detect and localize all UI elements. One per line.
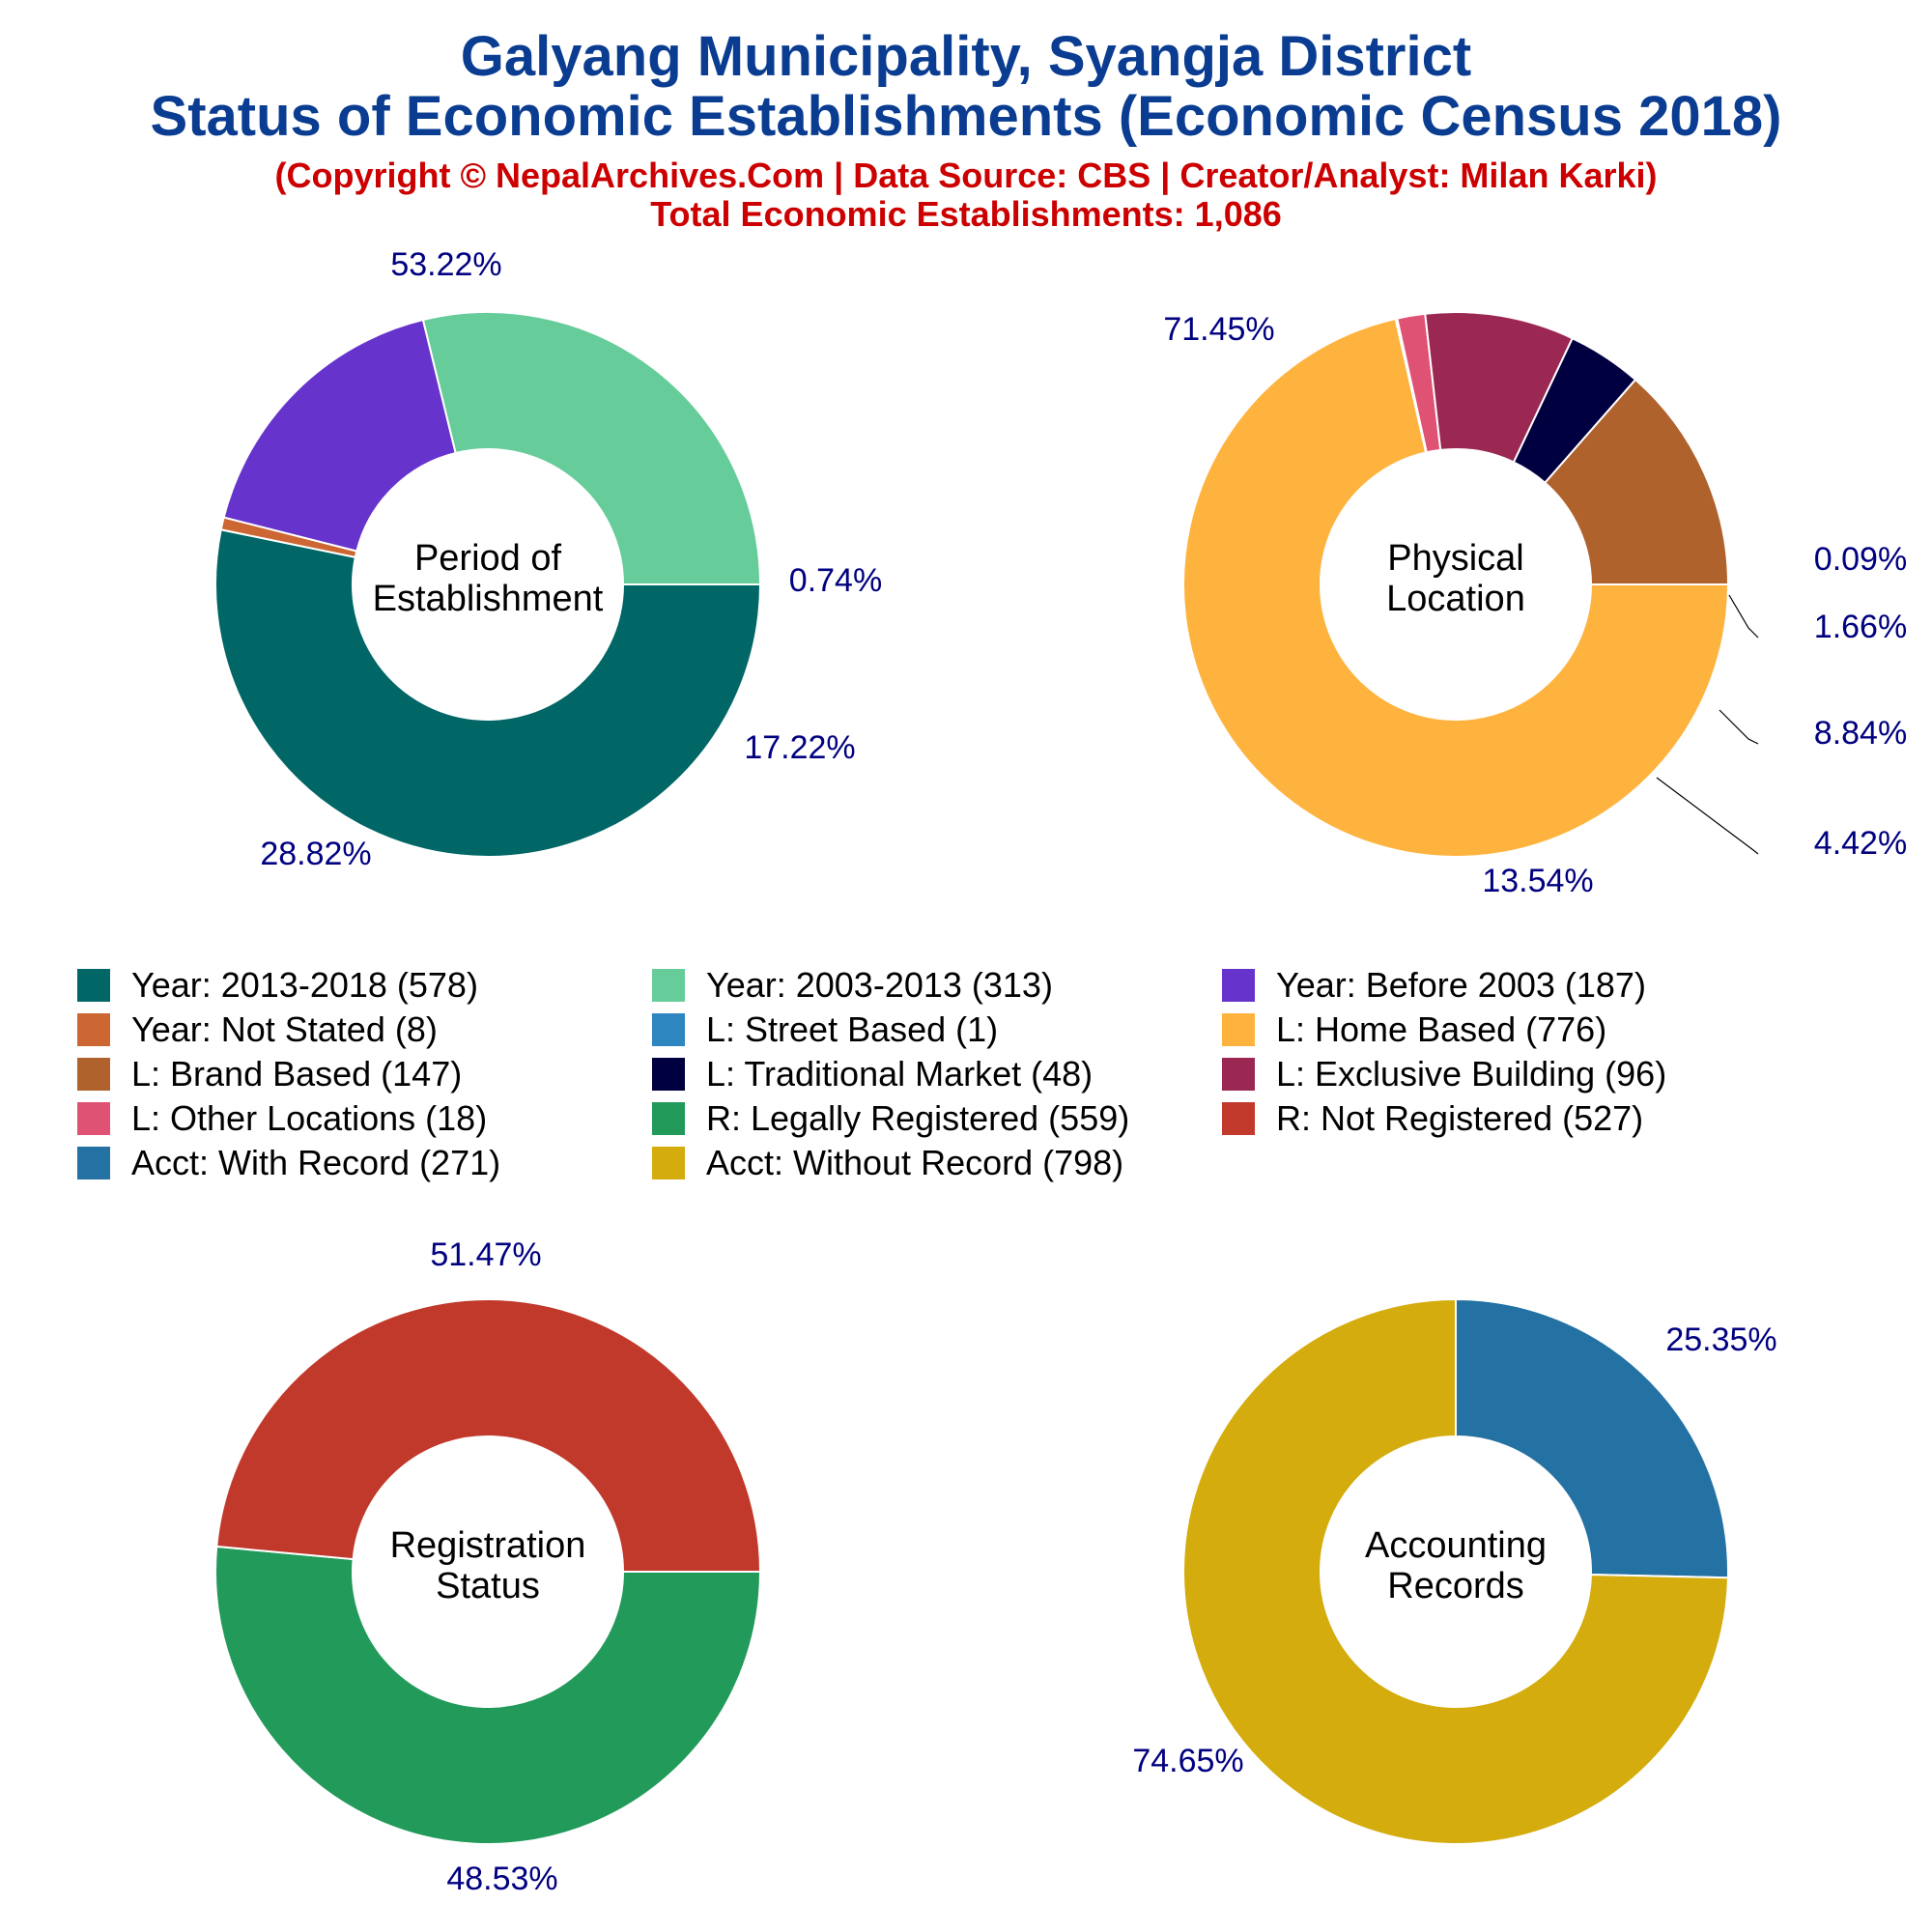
legend-item: R: Legally Registered (559) bbox=[652, 1097, 1129, 1140]
copyright-note: (Copyright © NepalArchives.Com | Data So… bbox=[274, 156, 1658, 195]
center-label-period-of-establishment: Period of bbox=[414, 538, 562, 579]
legend-label: Acct: Without Record (798) bbox=[706, 1143, 1124, 1182]
leader-line bbox=[1728, 594, 1759, 639]
legend-item: Year: 2003-2013 (313) bbox=[652, 964, 1053, 1007]
legend-item: Acct: Without Record (798) bbox=[652, 1142, 1123, 1184]
legend-label: L: Brand Based (147) bbox=[131, 1054, 463, 1094]
legend-item: Year: Not Stated (8) bbox=[77, 1009, 438, 1051]
percent-label-year-2013-2018: 53.22% bbox=[390, 246, 501, 283]
legend-label: Year: 2013-2018 (578) bbox=[131, 965, 478, 1005]
center-label-physical-location: Physical bbox=[1387, 538, 1524, 579]
legend-swatch bbox=[1222, 969, 1255, 1002]
percent-label-year-before-2003: 17.22% bbox=[744, 729, 855, 766]
legend-label: R: Not Registered (527) bbox=[1276, 1098, 1644, 1138]
legend-label: Acct: With Record (271) bbox=[131, 1143, 501, 1182]
legend-swatch bbox=[77, 969, 110, 1002]
legend-swatch bbox=[1222, 1013, 1255, 1046]
percent-label-l-other-locations: 1.66% bbox=[1814, 609, 1907, 645]
chart-subtitle: Status of Economic Establishments (Econo… bbox=[150, 85, 1782, 148]
legend-swatch bbox=[652, 1013, 685, 1046]
center-label-period-of-establishment: Establishment bbox=[373, 579, 604, 619]
slice-l-home-based bbox=[1182, 317, 1730, 858]
legend-label: L: Traditional Market (48) bbox=[706, 1054, 1094, 1094]
legend-label: R: Legally Registered (559) bbox=[706, 1098, 1130, 1138]
legend-item: L: Street Based (1) bbox=[652, 1009, 998, 1051]
legend-swatch bbox=[77, 1147, 110, 1179]
slice-l-brand-based bbox=[1543, 378, 1730, 585]
legend-label: L: Home Based (776) bbox=[1276, 1009, 1607, 1049]
slice-year-2013-2018 bbox=[214, 528, 762, 858]
legend-label: L: Exclusive Building (96) bbox=[1276, 1054, 1667, 1094]
legend-item: Year: 2013-2018 (578) bbox=[77, 964, 478, 1007]
legend-item: L: Exclusive Building (96) bbox=[1222, 1053, 1666, 1095]
slice-year-2003-2013 bbox=[421, 311, 762, 585]
legend-item: L: Traditional Market (48) bbox=[652, 1053, 1093, 1095]
legend-swatch bbox=[77, 1013, 110, 1046]
legend-label: L: Other Locations (18) bbox=[131, 1098, 488, 1138]
legend-item: L: Other Locations (18) bbox=[77, 1097, 487, 1140]
percent-label-r-legally-registered: 51.47% bbox=[430, 1236, 541, 1273]
legend-label: Year: Not Stated (8) bbox=[131, 1009, 438, 1049]
chart-title: Galyang Municipality, Syangja District bbox=[460, 25, 1472, 88]
legend-swatch bbox=[1222, 1102, 1255, 1135]
legend-swatch bbox=[652, 969, 685, 1002]
legend-swatch bbox=[1222, 1058, 1255, 1091]
legend-item: Acct: With Record (271) bbox=[77, 1142, 500, 1184]
percent-label-l-exclusive-building: 8.84% bbox=[1814, 715, 1907, 752]
legend-label: Year: Before 2003 (187) bbox=[1276, 965, 1646, 1005]
legend-swatch bbox=[652, 1102, 685, 1135]
legend-item: L: Home Based (776) bbox=[1222, 1009, 1606, 1051]
center-label-accounting-records: Records bbox=[1387, 1566, 1524, 1606]
percent-label-r-not-registered: 48.53% bbox=[446, 1861, 557, 1897]
percent-label-acct-with-record: 25.35% bbox=[1665, 1321, 1776, 1358]
legend-swatch bbox=[77, 1102, 110, 1135]
legend-label: Year: 2003-2013 (313) bbox=[706, 965, 1053, 1005]
legend-item: L: Brand Based (147) bbox=[77, 1053, 462, 1095]
percent-label-l-home-based: 71.45% bbox=[1163, 311, 1274, 348]
percent-label-acct-without-record: 74.65% bbox=[1132, 1743, 1243, 1779]
slice-year-before-2003 bbox=[222, 318, 457, 553]
legend-swatch bbox=[77, 1058, 110, 1091]
total-establishments: Total Economic Establishments: 1,086 bbox=[650, 194, 1282, 234]
leader-line bbox=[1656, 777, 1759, 855]
percent-label-l-street-based: 0.09% bbox=[1814, 541, 1907, 578]
percent-label-year-not-stated: 0.74% bbox=[789, 562, 882, 599]
percent-label-l-traditional-market: 4.42% bbox=[1814, 825, 1907, 862]
legend-item: Year: Before 2003 (187) bbox=[1222, 964, 1646, 1007]
legend-swatch bbox=[652, 1058, 685, 1091]
center-label-physical-location: Location bbox=[1386, 579, 1525, 619]
leader-line bbox=[1719, 709, 1759, 745]
slice-r-not-registered bbox=[215, 1297, 762, 1573]
slice-acct-without-record bbox=[1182, 1297, 1729, 1845]
percent-label-year-2003-2013: 28.82% bbox=[260, 836, 371, 872]
slice-acct-with-record bbox=[1455, 1297, 1729, 1579]
legend-label: L: Street Based (1) bbox=[706, 1009, 999, 1049]
legend-swatch bbox=[652, 1147, 685, 1179]
slice-r-legally-registered bbox=[214, 1545, 762, 1845]
center-label-registration-status: Status bbox=[436, 1566, 540, 1606]
legend-item: R: Not Registered (527) bbox=[1222, 1097, 1643, 1140]
center-label-accounting-records: Accounting bbox=[1365, 1525, 1547, 1566]
center-label-registration-status: Registration bbox=[390, 1525, 586, 1566]
percent-label-l-brand-based: 13.54% bbox=[1482, 863, 1593, 899]
